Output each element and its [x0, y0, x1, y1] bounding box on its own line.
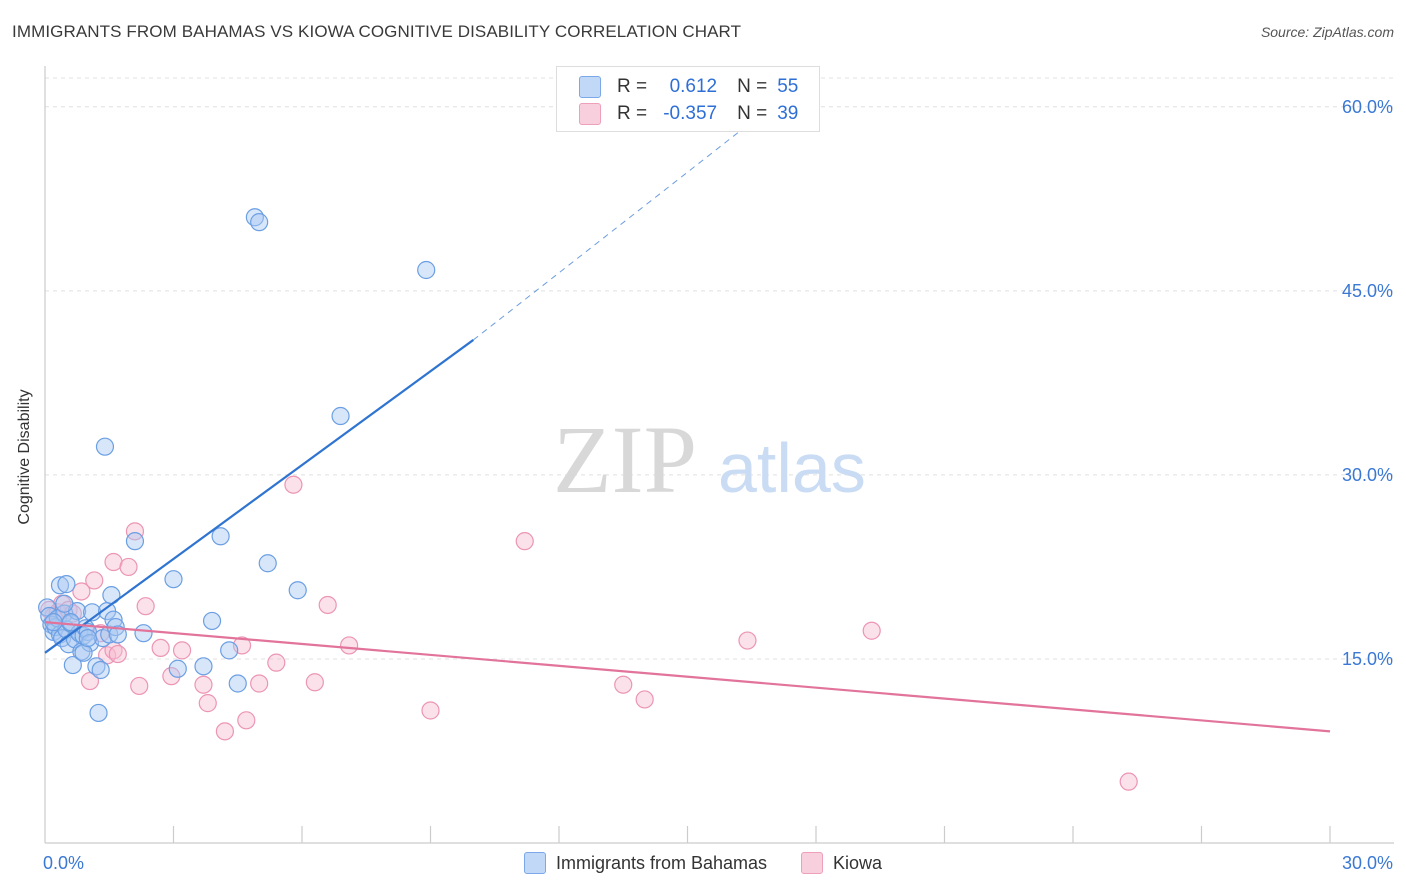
kiowa-point [136, 597, 155, 616]
bahamas-trend-line [44, 339, 474, 654]
bahamas-point [331, 406, 350, 426]
x-tick-label: 0.0% [43, 853, 84, 873]
y-tick-label: 60.0% [1342, 97, 1393, 117]
stats-r-label: R = [617, 76, 648, 97]
stats-row-bahamas: R = 0.612 N = 55 [579, 73, 798, 101]
bahamas-point [258, 554, 277, 573]
stats-n-value-bahamas: 55 [777, 76, 799, 97]
kiowa-point [72, 582, 91, 601]
kiowa-point [85, 571, 104, 590]
kiowa-point [738, 631, 757, 650]
watermark-atlas: atlas [718, 429, 866, 507]
y-tick-label: 45.0% [1342, 281, 1393, 301]
kiowa-point [614, 675, 633, 694]
kiowa-point [125, 522, 145, 541]
kiowa-point [267, 653, 286, 672]
bahamas-point [63, 655, 82, 675]
bahamas-point [55, 594, 74, 613]
source-label: Source: ZipAtlas.com [1260, 24, 1394, 40]
bahamas-point [168, 659, 187, 678]
chart-title: IMMIGRANTS FROM BAHAMAS VS KIOWA COGNITI… [12, 22, 742, 41]
bahamas-point [417, 260, 436, 280]
bahamas-point [91, 660, 110, 680]
x-tick-label: 30.0% [1342, 853, 1393, 873]
legend-swatch-bahamas [523, 852, 546, 874]
kiowa-point [119, 557, 138, 577]
legend-label-kiowa: Kiowa [833, 852, 883, 873]
kiowa-point [151, 638, 170, 658]
grid-lines [45, 77, 1394, 660]
bahamas-point [57, 575, 76, 594]
kiowa-point [237, 711, 256, 730]
bahamas-point [228, 674, 247, 693]
kiowa-point [340, 636, 359, 655]
legend-item-bahamas[interactable]: Immigrants from Bahamas [523, 852, 768, 874]
y-axis-label: Cognitive Disability [16, 389, 33, 525]
axes [44, 66, 1394, 844]
stats-row-kiowa: R = -0.357 N = 39 [579, 100, 798, 128]
y-tick-label: 30.0% [1342, 465, 1393, 485]
stats-r-value-bahamas: 0.612 [669, 76, 718, 97]
kiowa-point [284, 475, 303, 494]
stats-swatch-kiowa [579, 103, 601, 125]
stats-swatch-bahamas [579, 76, 601, 98]
kiowa-point [318, 595, 337, 615]
stats-n-label: N = [737, 103, 768, 124]
bahamas-point [95, 437, 115, 456]
watermark-zip: ZIP [553, 406, 697, 513]
stats-r-value-kiowa: -0.357 [663, 103, 718, 124]
bahamas-point [250, 213, 269, 232]
kiowa-point [162, 667, 181, 686]
bahamas-point [134, 624, 153, 643]
kiowa-trend-line [44, 621, 1331, 733]
legend-label-bahamas: Immigrants from Bahamas [555, 852, 768, 873]
kiowa-point [635, 690, 654, 709]
watermark: ZIP atlas [553, 406, 866, 513]
bahamas-point [202, 611, 222, 631]
kiowa-point [194, 675, 213, 694]
bahamas-point [194, 657, 213, 676]
kiowa-point [305, 673, 324, 692]
bahamas-point [220, 641, 239, 660]
bahamas-point [78, 628, 97, 648]
legend-item-kiowa[interactable]: Kiowa [801, 852, 882, 874]
bahamas-point [108, 625, 127, 644]
stats-r-label: R = [617, 103, 648, 124]
kiowa-point [250, 674, 269, 693]
bahamas-trend-extension [473, 124, 748, 341]
bahamas-point [288, 581, 307, 600]
y-tick-label: 15.0% [1342, 649, 1393, 669]
kiowa-point [421, 701, 440, 720]
bahamas-point [61, 613, 80, 632]
kiowa-points [40, 475, 1138, 791]
trend-lines [44, 124, 1331, 733]
kiowa-point [104, 552, 123, 572]
bahamas-point [125, 532, 145, 551]
kiowa-point [215, 722, 234, 741]
kiowa-point [198, 694, 217, 713]
kiowa-point [515, 532, 534, 551]
bahamas-points [38, 208, 436, 723]
bahamas-point [211, 527, 230, 546]
legend: Immigrants from Bahamas Kiowa [0, 852, 1406, 874]
stats-n-value-kiowa: 39 [777, 103, 799, 124]
tick-labels: 15.0% 30.0% 45.0% 60.0% 0.0% 30.0% [43, 97, 1393, 873]
legend-swatch-kiowa [801, 852, 824, 874]
kiowa-point [172, 641, 192, 660]
bahamas-point [89, 703, 108, 723]
stats-box: R = 0.612 N = 55 R = -0.357 N = 39 [556, 66, 820, 132]
bahamas-point [50, 576, 70, 595]
kiowa-point [130, 676, 149, 696]
bahamas-point [74, 643, 93, 662]
stats-n-label: N = [737, 76, 768, 97]
kiowa-point [108, 644, 127, 664]
bahamas-point [164, 570, 183, 589]
kiowa-point [1119, 772, 1138, 791]
kiowa-point [862, 621, 881, 640]
